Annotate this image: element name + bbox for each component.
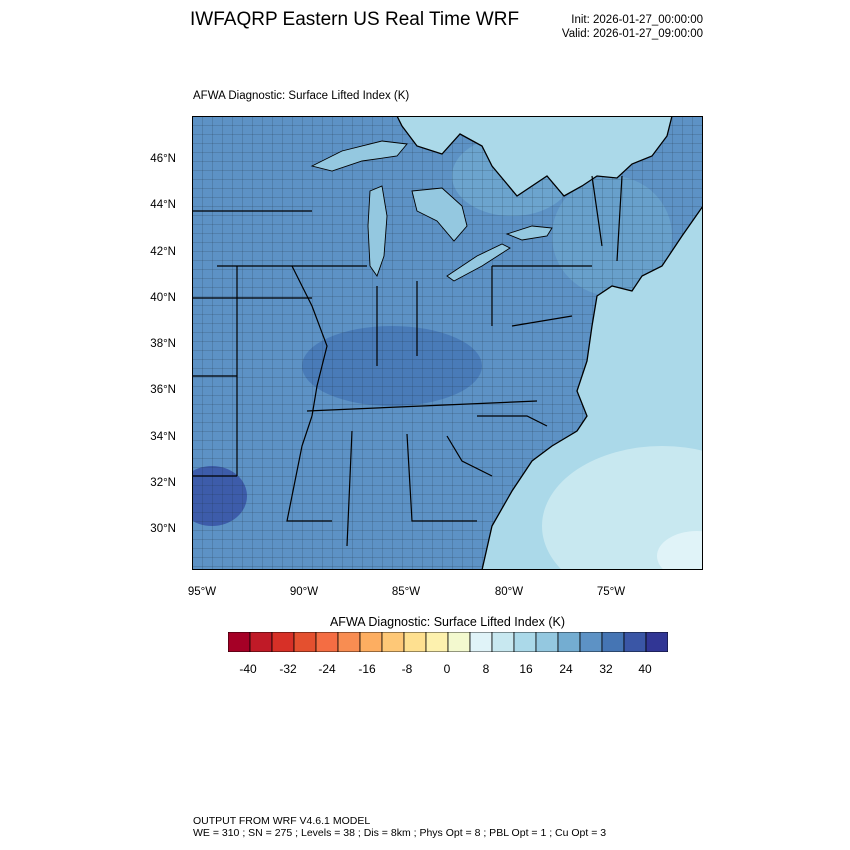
lake-ontario: [505, 225, 553, 241]
colorbar-swatch: [403, 632, 427, 652]
lon-label-75: 75°W: [596, 586, 626, 598]
lon-label-95: 95°W: [187, 586, 217, 598]
colorbar-title: AFWA Diagnostic: Surface Lifted Index (K…: [329, 615, 566, 629]
colorbar-swatch: [337, 632, 361, 652]
colorbar-swatch: [271, 632, 295, 652]
lake-huron: [411, 187, 468, 242]
colorbar-swatch: [623, 632, 647, 652]
colorbar-tick-label: 24: [559, 662, 573, 676]
colorbar-tick-label: -40: [239, 662, 257, 676]
colorbar-tick-label: -24: [318, 662, 336, 676]
map-title: IWFAQRP Eastern US Real Time WRF: [190, 9, 520, 30]
footer-line-1: OUTPUT FROM WRF V4.6.1 MODEL: [193, 815, 371, 827]
lat-label-34: 34°N: [150, 431, 176, 443]
ocean-pale-zone: [657, 531, 703, 570]
colorbar-tick-label: 40: [638, 662, 652, 676]
colorbar-swatch: [315, 632, 339, 652]
lon-label-85: 85°W: [391, 586, 421, 598]
colorbar-swatch: [359, 632, 383, 652]
lake-erie: [446, 243, 511, 282]
colorbar-swatch: [557, 632, 581, 652]
colorbar-tick-label: -16: [358, 662, 376, 676]
lat-label-42: 42°N: [150, 246, 176, 258]
colorbar-swatch: [491, 632, 515, 652]
footer-line-2: WE = 310 ; SN = 275 ; Levels = 38 ; Dis …: [193, 827, 607, 839]
colorbar-tick-label: -8: [401, 662, 413, 676]
lon-label-90: 90°W: [289, 586, 319, 598]
lat-label-40: 40°N: [150, 292, 176, 304]
lake-michigan: [367, 185, 388, 277]
map-panel: [192, 116, 703, 570]
colorbar-swatch: [381, 632, 405, 652]
colorbar-swatch: [535, 632, 559, 652]
colorbar-swatch: [447, 632, 471, 652]
colorbar: [228, 632, 668, 652]
lon-label-80: 80°W: [494, 586, 524, 598]
valid-time: Valid: 2026-01-27_09:00:00: [561, 28, 703, 40]
time-info: Init: 2026-01-27_00:00:00 Valid: 2026-01…: [562, 13, 703, 41]
model-footer: OUTPUT FROM WRF V4.6.1 MODEL WE = 310 ; …: [193, 815, 606, 839]
lat-label-30: 30°N: [150, 523, 176, 535]
colorbar-swatch: [601, 632, 625, 652]
panel-subtitle: AFWA Diagnostic: Surface Lifted Index (K…: [193, 90, 410, 102]
lake-superior: [310, 140, 408, 172]
colorbar-tick-label: 0: [443, 662, 451, 676]
ocean-light-zone: [542, 446, 703, 570]
colorbar-swatch: [228, 632, 251, 652]
colorbar-swatch: [469, 632, 493, 652]
map-frame: [192, 116, 703, 570]
colorbar-swatch: [645, 632, 668, 652]
colorbar-tick-label: 16: [519, 662, 533, 676]
colorbar-tick-label: -32: [279, 662, 297, 676]
colorbar-tick-label: 32: [599, 662, 613, 676]
init-time: Init: 2026-01-27_00:00:00: [571, 14, 703, 26]
colorbar-swatch: [293, 632, 317, 652]
lat-label-46: 46°N: [150, 153, 176, 165]
lat-label-38: 38°N: [150, 338, 176, 350]
state-borders: [192, 175, 623, 547]
colorbar-tick-label: 8: [482, 662, 490, 676]
lat-label-36: 36°N: [150, 384, 176, 396]
colorbar-swatch: [425, 632, 449, 652]
lat-label-32: 32°N: [150, 477, 176, 489]
colorbar-swatch: [513, 632, 537, 652]
colorbar-swatch: [579, 632, 603, 652]
colorbar-swatch: [249, 632, 273, 652]
lat-label-44: 44°N: [150, 199, 176, 211]
